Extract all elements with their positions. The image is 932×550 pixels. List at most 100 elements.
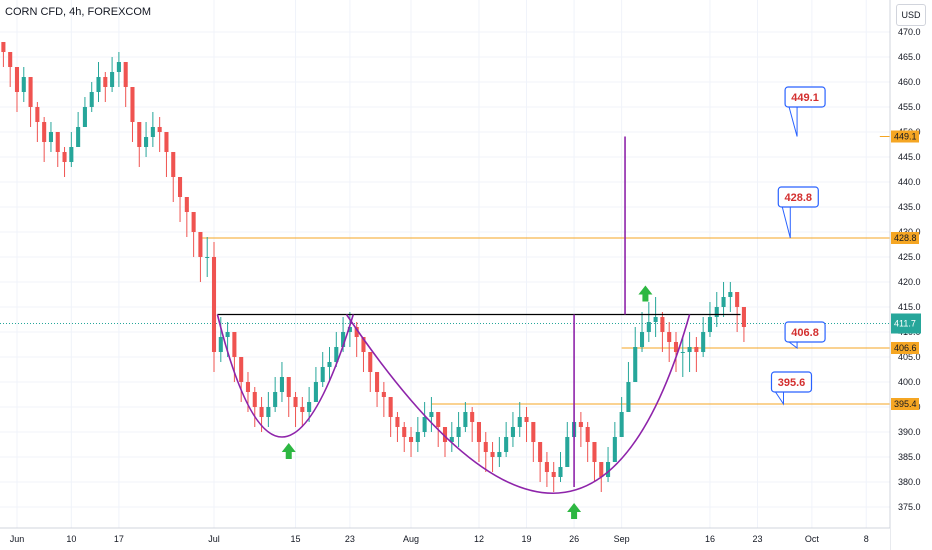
candle-body: [510, 427, 515, 437]
callout-pointer: [788, 106, 798, 137]
axis-price-tag-bg: [891, 130, 919, 143]
candle-body: [442, 427, 448, 442]
candle-body: [551, 472, 556, 477]
candle-body: [55, 132, 60, 152]
candle-body: [48, 132, 53, 142]
candle-body: [558, 467, 563, 477]
candle-body: [504, 437, 509, 452]
candle-body: [375, 372, 380, 392]
candle-body: [395, 417, 400, 427]
main-cup-arc: [345, 314, 691, 495]
candle-body: [116, 62, 121, 72]
x-tick-label: Jun: [10, 534, 25, 544]
y-tick-label: 435.0: [898, 202, 921, 212]
x-tick-label: 17: [114, 534, 124, 544]
candle-body: [626, 382, 631, 412]
x-tick-label: 15: [291, 534, 301, 544]
candle-body: [171, 152, 176, 177]
candle-body: [334, 347, 339, 362]
candle-body: [198, 232, 203, 257]
left-cup-arc: [216, 314, 355, 438]
candle-body: [497, 452, 502, 457]
candle-body: [463, 412, 468, 427]
axis-price-tag-label: 406.6: [894, 343, 917, 353]
candle-body: [103, 77, 108, 87]
price-axis[interactable]: 375.0380.0385.0390.0395.0400.0405.0410.0…: [889, 0, 932, 550]
candle-body: [14, 67, 20, 92]
candle-body: [687, 347, 692, 352]
candle-body: [232, 332, 237, 357]
callout-box: [770, 371, 813, 393]
y-tick-label: 460.0: [898, 77, 921, 87]
candle-body: [456, 427, 461, 437]
callout-pointer: [788, 341, 798, 349]
candle-body: [368, 352, 373, 372]
candle-body: [606, 462, 611, 477]
callout-label: 406.8: [791, 327, 819, 339]
candle-body: [273, 392, 278, 407]
candle-body: [619, 412, 624, 437]
candle-body: [476, 422, 482, 442]
candle-body: [531, 422, 536, 442]
grid: [0, 0, 890, 528]
axis-price-tag-label: 449.1: [894, 132, 917, 142]
candle-body: [62, 152, 67, 162]
candle-body: [8, 52, 13, 67]
candle-body: [388, 397, 393, 417]
candle-body: [89, 92, 94, 107]
candle-body: [307, 402, 312, 412]
candle-body: [429, 412, 434, 417]
y-tick-label: 445.0: [898, 152, 921, 162]
x-tick-label: Oct: [805, 534, 820, 544]
candle-body: [123, 62, 128, 87]
candle-body: [599, 462, 604, 477]
candle-body: [707, 317, 712, 332]
price-callout[interactable]: 449.1: [784, 86, 826, 137]
candle-body: [218, 337, 223, 352]
candle-body: [592, 442, 597, 462]
candle-body: [694, 347, 699, 352]
candle-body: [286, 377, 291, 397]
callout-box: [784, 321, 826, 343]
candle-body: [408, 437, 414, 442]
candle-body: [639, 332, 645, 347]
callout-pointer: [775, 391, 784, 406]
y-tick-label: 400.0: [898, 377, 921, 387]
time-axis[interactable]: Jun 10 17 Jul 15 23 Aug 12 19 26 Sep 16 23 Oct 8: [0, 527, 890, 550]
currency-button[interactable]: USD: [896, 4, 926, 26]
candle-body: [178, 177, 183, 197]
price-callout[interactable]: 395.6: [770, 371, 813, 406]
callout-label: 428.8: [785, 192, 813, 204]
y-tick-label: 415.0: [898, 302, 921, 312]
candle-body: [144, 137, 149, 147]
candle-body: [347, 327, 352, 332]
axis-price-tag-bg: [891, 398, 919, 410]
axis-price-tag: 406.6: [891, 342, 919, 354]
axis-price-tag: 449.1: [891, 130, 919, 143]
candle-body: [184, 197, 189, 212]
y-tick-label: 375.0: [898, 502, 921, 512]
axis-price-tag-label: 428.8: [894, 233, 917, 243]
last-price-tag-label: 411.7: [894, 319, 916, 329]
candle-body: [300, 407, 305, 412]
candle-body: [225, 332, 230, 337]
x-tick-label: 23: [345, 534, 355, 544]
y-tick-label: 470.0: [898, 27, 921, 37]
candle-body: [680, 352, 685, 353]
price-callout[interactable]: 428.8: [777, 186, 819, 239]
candle-body: [578, 422, 583, 427]
candle-body: [259, 407, 264, 417]
candle-body: [354, 327, 359, 337]
candle-body: [483, 442, 488, 452]
x-tick-label: Sep: [614, 534, 630, 544]
price-callout[interactable]: 406.8: [784, 321, 826, 349]
candle-body: [538, 442, 543, 462]
x-tick-label: Jul: [208, 534, 220, 544]
candle-body: [381, 392, 386, 397]
x-tick-label: 10: [66, 534, 76, 544]
axis-price-tag: 395.4: [891, 398, 919, 410]
candle-body: [415, 432, 420, 442]
candle-body: [667, 332, 672, 342]
candle-body: [721, 297, 726, 307]
